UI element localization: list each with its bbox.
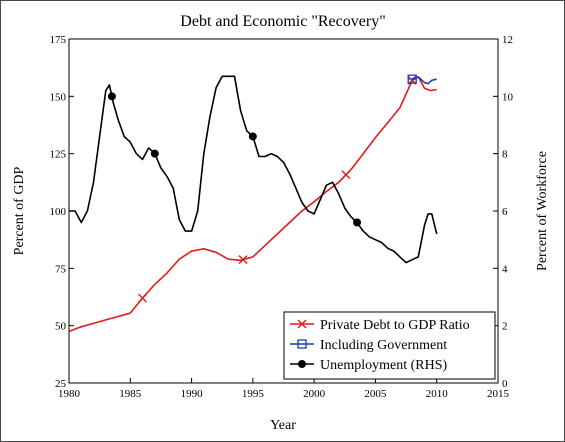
series-marker-2: [353, 218, 362, 227]
x-axis-title: Year: [270, 418, 296, 433]
series-marker-0: [341, 170, 351, 180]
x-tick-label: 2015: [487, 388, 510, 400]
y-right-tick-label: 4: [502, 263, 508, 275]
y-left-tick-label: 75: [55, 263, 67, 275]
series-marker-0: [238, 255, 248, 265]
x-axis: 1980 1985 1990 1995 2000 2005 2010 2015: [58, 378, 510, 400]
x-tick-label: 2000: [303, 388, 326, 400]
chart-title: Debt and Economic "Recovery": [180, 13, 385, 30]
y-left-tick-label: 25: [55, 378, 67, 390]
x-tick-label: 2010: [426, 388, 449, 400]
legend-box: [283, 311, 496, 380]
series-marker-2: [248, 132, 257, 141]
y-left-tick-label: 100: [50, 206, 67, 218]
y-right-tick-label: 0: [502, 378, 508, 390]
y-left-tick-label: 175: [50, 34, 67, 46]
series-group: [68, 74, 438, 333]
series-line-0: [68, 76, 437, 333]
legend: Private Debt to GDP Ratio Including Gover…: [283, 311, 496, 380]
legend-marker-0: [297, 319, 307, 329]
series-marker-1: [407, 74, 417, 84]
series-marker-2: [150, 149, 159, 158]
y-axis-right: 0 2 4 6 8 10 12: [493, 34, 514, 390]
legend-marker-2: [298, 360, 306, 368]
y-axis-left-title: Percent of GDP: [12, 166, 27, 255]
x-tick-label: 1990: [181, 388, 204, 400]
y-right-tick-label: 12: [502, 34, 513, 46]
y-right-tick-label: 8: [502, 149, 508, 161]
series-marker-0: [138, 293, 148, 303]
x-tick-label: 1980: [58, 388, 81, 400]
y-right-tick-label: 10: [502, 91, 514, 103]
series-line-2: [69, 75, 438, 264]
legend-label-1: Including Government: [320, 338, 447, 353]
legend-marker-1: [297, 339, 307, 349]
x-tick-label: 1995: [242, 388, 265, 400]
x-tick-label: 2005: [364, 388, 387, 400]
series-marker-2: [107, 92, 116, 101]
y-left-tick-label: 150: [50, 91, 67, 103]
y-right-tick-label: 2: [502, 321, 508, 333]
x-tick-label: 1985: [119, 388, 142, 400]
y-axis-left: 25 50 75 100 125 150 175: [50, 34, 74, 390]
legend-label-2: Unemployment (RHS): [320, 358, 447, 373]
legend-label-0: Private Debt to GDP Ratio: [320, 318, 470, 333]
y-right-tick-label: 6: [502, 206, 508, 218]
y-axis-right-title: Percent of Workforce: [535, 151, 550, 271]
y-left-tick-label: 50: [55, 321, 67, 333]
y-left-tick-label: 125: [50, 149, 67, 161]
